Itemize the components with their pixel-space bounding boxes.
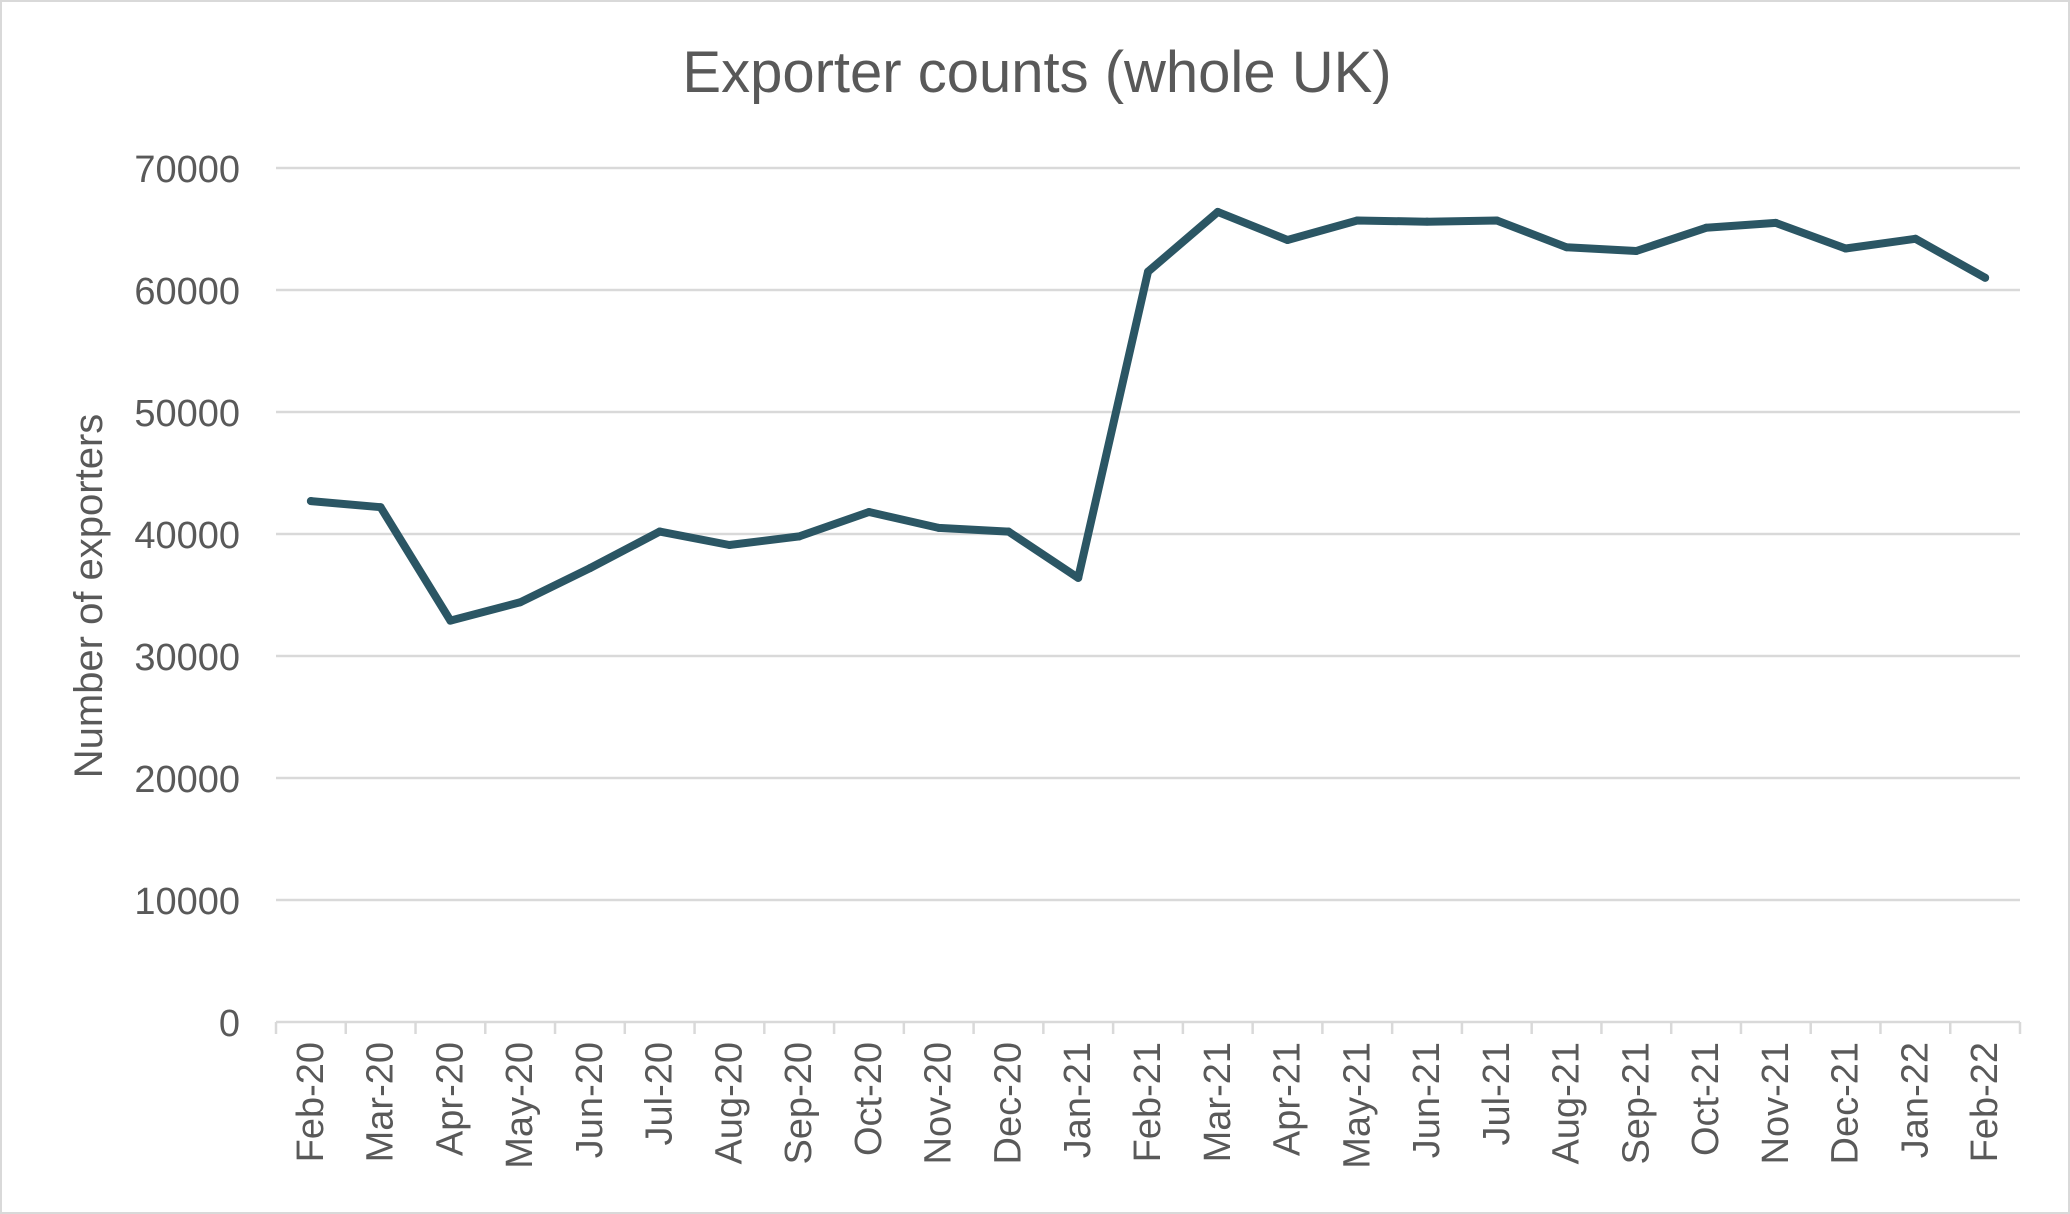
x-tick-label: May-20 bbox=[499, 1042, 541, 1169]
x-tick-label: Jun-20 bbox=[569, 1042, 611, 1158]
y-tick-label: 60000 bbox=[134, 271, 240, 313]
data-point bbox=[1283, 235, 1292, 244]
data-point bbox=[516, 598, 525, 607]
x-tick-label: Apr-20 bbox=[429, 1042, 471, 1156]
x-tick-label: Dec-20 bbox=[987, 1042, 1029, 1165]
x-axis bbox=[274, 1020, 2022, 1034]
x-tick-label: Jun-21 bbox=[1406, 1042, 1448, 1158]
x-tick-label: Apr-21 bbox=[1267, 1042, 1309, 1156]
x-tick-label: Feb-22 bbox=[1964, 1042, 2006, 1162]
x-tick-label: Oct-21 bbox=[1685, 1042, 1727, 1156]
x-tick-label: Dec-21 bbox=[1825, 1042, 1867, 1165]
x-tick-label: Jan-22 bbox=[1894, 1042, 1936, 1158]
data-point bbox=[655, 527, 664, 536]
data-point bbox=[1702, 223, 1711, 232]
data-point bbox=[725, 540, 734, 549]
x-tick-label: Mar-21 bbox=[1197, 1042, 1239, 1162]
data-point bbox=[376, 503, 385, 512]
data-point bbox=[1144, 267, 1152, 276]
y-tick-label: 0 bbox=[219, 1003, 240, 1045]
gridlines bbox=[276, 166, 2020, 902]
data-point bbox=[795, 532, 804, 541]
x-tick-label: Nov-21 bbox=[1755, 1042, 1797, 1165]
data-point bbox=[1562, 243, 1571, 252]
data-point bbox=[1841, 244, 1850, 253]
data-point bbox=[1981, 273, 1990, 282]
y-tick-label: 70000 bbox=[134, 149, 240, 191]
data-point bbox=[1492, 216, 1501, 225]
series-layer bbox=[306, 207, 1990, 625]
data-point bbox=[864, 508, 873, 517]
x-tick-label: Jul-21 bbox=[1476, 1042, 1518, 1146]
y-tick-label: 10000 bbox=[134, 881, 240, 923]
data-point bbox=[1074, 573, 1083, 582]
data-point bbox=[1911, 234, 1920, 243]
y-tick-label: 50000 bbox=[134, 393, 240, 435]
y-tick-label: 20000 bbox=[134, 759, 240, 801]
x-tick-label: Sep-21 bbox=[1615, 1042, 1657, 1165]
x-tick-labels: Feb-20 Mar-20 Apr-20 May-20 Jun-20 Jul-20 Aug-… bbox=[290, 1042, 2006, 1169]
data-point bbox=[446, 616, 455, 625]
x-tick-label: Feb-20 bbox=[290, 1042, 332, 1162]
data-point bbox=[1632, 246, 1641, 255]
y-axis-label: Number of exporters bbox=[67, 414, 111, 779]
x-tick-label: Jan-21 bbox=[1057, 1042, 1099, 1158]
data-point bbox=[1004, 527, 1013, 536]
data-point bbox=[1771, 218, 1780, 227]
x-tick-label: Nov-20 bbox=[918, 1042, 960, 1165]
chart-title: Exporter counts (whole UK) bbox=[682, 40, 1391, 105]
x-tick-label: May-21 bbox=[1336, 1042, 1378, 1169]
x-tick-label: Sep-20 bbox=[778, 1042, 820, 1165]
x-tick-label: Jul-20 bbox=[639, 1042, 681, 1146]
y-tick-label: 30000 bbox=[134, 637, 240, 679]
y-tick-label: 40000 bbox=[134, 515, 240, 557]
data-point bbox=[306, 497, 315, 506]
x-tick-label: Feb-21 bbox=[1127, 1042, 1169, 1162]
y-tick-labels: 0 10000 20000 30000 40000 50000 60000 70000 bbox=[134, 149, 240, 1045]
x-tick-label: Oct-20 bbox=[848, 1042, 890, 1156]
data-point bbox=[585, 564, 594, 573]
x-tick-label: Mar-20 bbox=[360, 1042, 402, 1162]
x-tick-label: Aug-20 bbox=[708, 1042, 750, 1165]
x-tick-label: Aug-21 bbox=[1546, 1042, 1588, 1165]
data-point bbox=[1423, 217, 1432, 226]
data-point bbox=[1353, 216, 1362, 225]
data-point bbox=[934, 523, 943, 532]
data-point bbox=[1213, 207, 1222, 216]
